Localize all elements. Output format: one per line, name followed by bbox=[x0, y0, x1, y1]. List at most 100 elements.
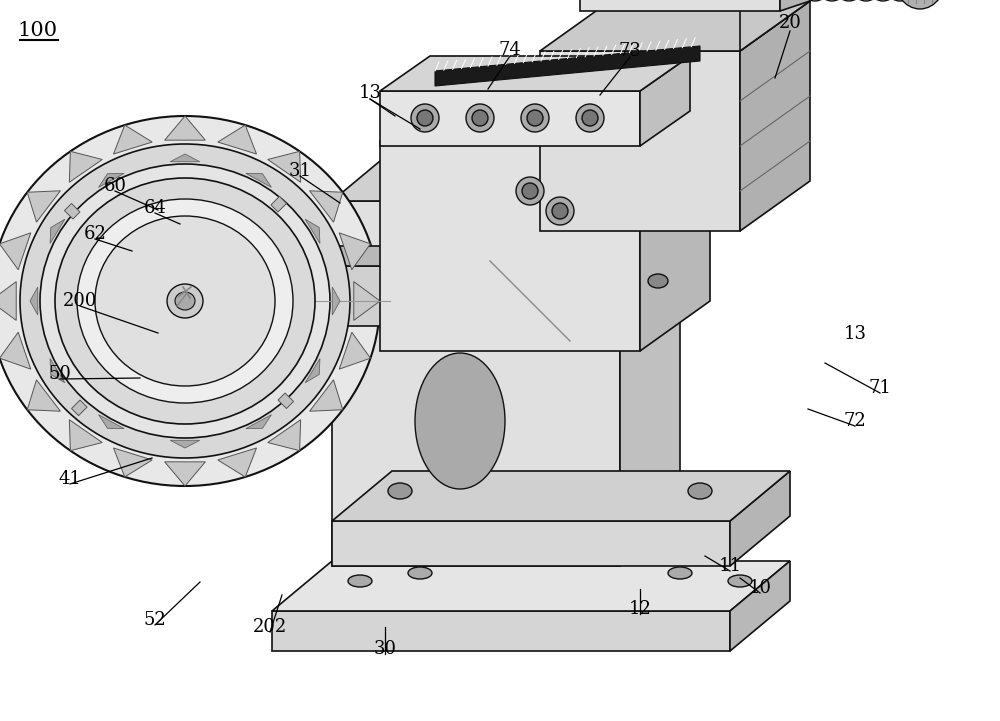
Polygon shape bbox=[332, 471, 790, 521]
Polygon shape bbox=[218, 448, 257, 477]
Ellipse shape bbox=[20, 144, 350, 458]
Ellipse shape bbox=[668, 567, 692, 579]
Polygon shape bbox=[113, 448, 152, 477]
Ellipse shape bbox=[516, 177, 544, 205]
Polygon shape bbox=[0, 332, 31, 369]
Polygon shape bbox=[218, 125, 257, 154]
Bar bbox=[64, 203, 80, 219]
Ellipse shape bbox=[408, 567, 432, 579]
Text: 50: 50 bbox=[49, 365, 71, 383]
Polygon shape bbox=[170, 441, 200, 448]
Text: 12: 12 bbox=[629, 600, 651, 618]
Polygon shape bbox=[380, 91, 640, 146]
Polygon shape bbox=[640, 56, 690, 146]
Polygon shape bbox=[780, 0, 810, 11]
Text: 73: 73 bbox=[619, 42, 641, 60]
Ellipse shape bbox=[175, 292, 195, 310]
Ellipse shape bbox=[522, 183, 538, 199]
Ellipse shape bbox=[688, 483, 712, 499]
Ellipse shape bbox=[892, 0, 948, 9]
Polygon shape bbox=[0, 233, 31, 270]
Polygon shape bbox=[27, 191, 60, 222]
Text: 74: 74 bbox=[499, 41, 521, 59]
Text: 31: 31 bbox=[288, 162, 312, 180]
Ellipse shape bbox=[388, 483, 412, 499]
Ellipse shape bbox=[95, 216, 275, 386]
Ellipse shape bbox=[55, 178, 315, 424]
Polygon shape bbox=[27, 380, 60, 411]
Text: 13: 13 bbox=[358, 84, 382, 102]
Polygon shape bbox=[246, 173, 271, 187]
Text: 10: 10 bbox=[748, 579, 772, 597]
Polygon shape bbox=[268, 151, 301, 182]
Polygon shape bbox=[165, 462, 205, 486]
Ellipse shape bbox=[863, 0, 903, 1]
Polygon shape bbox=[332, 521, 730, 566]
Ellipse shape bbox=[500, 281, 520, 301]
Text: 100: 100 bbox=[18, 22, 58, 40]
Ellipse shape bbox=[470, 281, 490, 301]
Text: 30: 30 bbox=[374, 640, 396, 658]
Text: 202: 202 bbox=[253, 618, 287, 636]
Ellipse shape bbox=[846, 0, 886, 1]
Ellipse shape bbox=[348, 575, 372, 587]
Ellipse shape bbox=[552, 203, 568, 219]
Ellipse shape bbox=[576, 104, 604, 132]
Ellipse shape bbox=[415, 353, 505, 489]
Polygon shape bbox=[339, 233, 370, 270]
Polygon shape bbox=[730, 471, 790, 566]
Polygon shape bbox=[380, 141, 640, 351]
Bar bbox=[271, 196, 286, 212]
Polygon shape bbox=[69, 151, 102, 182]
Polygon shape bbox=[354, 282, 380, 320]
Ellipse shape bbox=[77, 199, 293, 403]
Ellipse shape bbox=[546, 197, 574, 225]
Text: 71: 71 bbox=[869, 379, 891, 397]
Polygon shape bbox=[30, 287, 38, 315]
Polygon shape bbox=[99, 415, 124, 428]
Polygon shape bbox=[50, 219, 65, 244]
Text: 62: 62 bbox=[84, 225, 106, 243]
Polygon shape bbox=[0, 282, 16, 320]
Polygon shape bbox=[380, 91, 710, 141]
Polygon shape bbox=[268, 420, 301, 451]
Polygon shape bbox=[332, 201, 620, 566]
Bar bbox=[278, 393, 294, 409]
Polygon shape bbox=[238, 246, 420, 266]
Polygon shape bbox=[332, 287, 340, 315]
Text: 20: 20 bbox=[779, 14, 801, 32]
Text: 64: 64 bbox=[144, 199, 166, 217]
Ellipse shape bbox=[472, 110, 488, 126]
Text: 60: 60 bbox=[104, 177, 126, 195]
Ellipse shape bbox=[829, 0, 869, 1]
Ellipse shape bbox=[417, 110, 433, 126]
Ellipse shape bbox=[582, 110, 598, 126]
Text: 72: 72 bbox=[844, 412, 866, 430]
Bar bbox=[72, 400, 87, 415]
Polygon shape bbox=[435, 46, 700, 86]
Text: 52: 52 bbox=[144, 611, 166, 629]
Polygon shape bbox=[238, 266, 390, 326]
Text: 200: 200 bbox=[63, 292, 97, 310]
Ellipse shape bbox=[167, 284, 203, 318]
Ellipse shape bbox=[880, 0, 920, 1]
Polygon shape bbox=[69, 420, 102, 451]
Polygon shape bbox=[272, 611, 730, 651]
Ellipse shape bbox=[40, 164, 330, 438]
Polygon shape bbox=[740, 0, 810, 51]
Ellipse shape bbox=[795, 0, 835, 1]
Polygon shape bbox=[246, 415, 271, 428]
Ellipse shape bbox=[812, 0, 852, 1]
Ellipse shape bbox=[527, 110, 543, 126]
Polygon shape bbox=[170, 154, 200, 162]
Ellipse shape bbox=[521, 104, 549, 132]
Polygon shape bbox=[332, 151, 680, 201]
Ellipse shape bbox=[411, 104, 439, 132]
Polygon shape bbox=[272, 561, 790, 611]
Polygon shape bbox=[310, 380, 343, 411]
Text: 11: 11 bbox=[718, 557, 742, 575]
Polygon shape bbox=[730, 561, 790, 651]
Polygon shape bbox=[50, 358, 65, 383]
Text: 41: 41 bbox=[59, 470, 81, 488]
Polygon shape bbox=[740, 1, 810, 231]
